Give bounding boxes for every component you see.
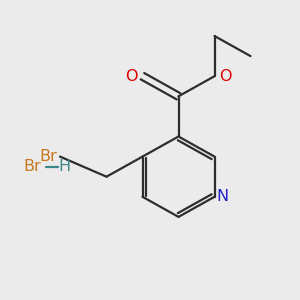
Text: Br: Br xyxy=(40,149,58,164)
Text: O: O xyxy=(125,69,137,84)
Text: Br: Br xyxy=(23,159,41,174)
Text: H: H xyxy=(58,159,70,174)
Text: N: N xyxy=(216,189,228,204)
Text: O: O xyxy=(219,69,231,84)
